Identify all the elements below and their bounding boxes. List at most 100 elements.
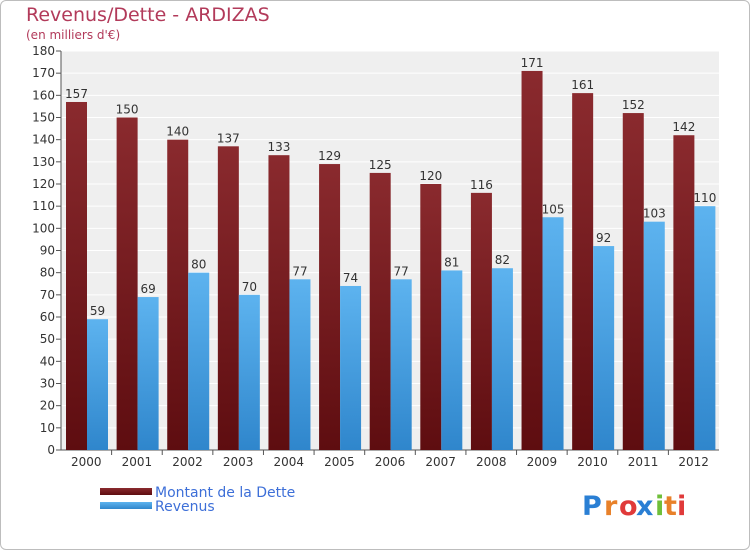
bar-revenus	[238, 294, 260, 450]
x-tick-label: 2010	[577, 455, 608, 469]
y-tick-label: 140	[32, 133, 55, 147]
data-label: 81	[444, 255, 459, 269]
bar-dette	[66, 101, 87, 450]
bar-revenus	[593, 246, 615, 450]
bar-revenus	[694, 206, 716, 450]
bar-revenus	[137, 297, 159, 450]
x-tick-label: 2008	[476, 455, 507, 469]
data-label: 82	[495, 253, 510, 267]
bar-revenus	[188, 272, 210, 450]
x-tick-label: 2007	[425, 455, 456, 469]
x-tick-label: 2005	[324, 455, 355, 469]
data-label: 161	[571, 78, 594, 92]
data-label: 171	[521, 56, 544, 70]
chart-title: Revenus/Dette - ARDIZAS	[26, 4, 270, 26]
y-tick-label: 120	[32, 177, 55, 191]
data-label: 80	[191, 258, 206, 272]
x-tick-label: 2002	[172, 455, 203, 469]
y-tick-label: 70	[40, 288, 55, 302]
x-tick-label: 2004	[273, 455, 304, 469]
logo-letter: t	[664, 491, 677, 522]
bar-revenus	[491, 268, 513, 450]
bar-dette	[217, 146, 239, 451]
data-label: 140	[166, 125, 189, 139]
bar-revenus	[87, 319, 108, 450]
bar-dette	[470, 192, 492, 450]
y-tick-label: 90	[40, 244, 55, 258]
logo-letter: r	[604, 491, 618, 522]
y-tick-label: 30	[40, 377, 55, 391]
data-label: 103	[643, 207, 666, 221]
y-tick-label: 0	[47, 443, 55, 457]
data-label: 125	[369, 158, 392, 172]
bar-dette	[673, 135, 695, 450]
chart-subtitle: (en milliers d'€)	[26, 28, 120, 42]
x-tick-label: 2001	[122, 455, 153, 469]
data-label: 105	[542, 202, 565, 216]
x-tick-label: 2006	[375, 455, 406, 469]
data-label: 152	[622, 98, 645, 112]
data-label: 70	[242, 280, 257, 294]
legend-swatch-revenus	[100, 502, 152, 509]
bar-revenus	[340, 285, 362, 450]
x-tick-label: 2011	[628, 455, 659, 469]
data-label: 129	[318, 149, 341, 163]
bar-dette	[572, 93, 594, 450]
legend-label-revenus: Revenus	[155, 499, 215, 515]
bar-dette	[167, 139, 189, 450]
data-label: 77	[394, 264, 409, 278]
logo-letter: i	[655, 491, 664, 522]
bar-revenus	[441, 270, 463, 450]
y-tick-label: 50	[40, 332, 55, 346]
x-tick-label: 2000	[71, 455, 102, 469]
y-tick-label: 20	[40, 399, 55, 413]
y-tick-label: 80	[40, 266, 55, 280]
bar-dette	[116, 117, 138, 450]
data-label: 116	[470, 178, 493, 192]
data-label: 92	[596, 231, 611, 245]
y-tick-label: 170	[32, 66, 55, 80]
y-tick-label: 130	[32, 155, 55, 169]
bar-revenus	[289, 279, 311, 450]
bar-dette	[622, 113, 644, 451]
data-label: 59	[90, 304, 105, 318]
bar-revenus	[390, 279, 412, 450]
data-label: 133	[268, 140, 291, 154]
logo-letter: i	[677, 491, 686, 522]
bar-dette	[319, 164, 341, 451]
y-tick-label: 40	[40, 354, 55, 368]
data-label: 77	[292, 264, 307, 278]
data-label: 157	[65, 87, 88, 101]
plot-area: 0 10 20 30 40 50 60 70 80 90 100 110 120 130 140 150 160…	[32, 44, 719, 469]
data-label: 142	[672, 120, 695, 134]
x-tick-label: 2009	[527, 455, 558, 469]
logo-letter: P	[582, 491, 602, 522]
data-label: 137	[217, 131, 240, 145]
y-tick-label: 160	[32, 88, 55, 102]
data-label: 74	[343, 271, 358, 285]
y-tick-label: 110	[32, 199, 55, 213]
legend-label-dette: Montant de la Dette	[155, 485, 295, 501]
legend-swatch-dette	[100, 488, 152, 495]
data-label: 150	[116, 103, 139, 117]
logo-letter: o	[619, 491, 638, 522]
bar-revenus	[643, 221, 665, 450]
y-tick-label: 100	[32, 221, 55, 235]
x-tick-label: 2003	[223, 455, 254, 469]
bar-dette	[521, 70, 543, 450]
bar-dette	[369, 172, 391, 450]
bar-revenus	[542, 217, 564, 450]
x-tick-label: 2012	[678, 455, 709, 469]
y-tick-label: 150	[32, 111, 55, 125]
y-tick-label: 180	[32, 44, 55, 58]
y-tick-label: 10	[40, 421, 55, 435]
data-label: 69	[140, 282, 155, 296]
bar-dette	[268, 155, 290, 450]
data-label: 120	[419, 169, 442, 183]
y-tick-label: 60	[40, 310, 55, 324]
bar-dette	[420, 184, 442, 450]
data-label: 110	[693, 191, 716, 205]
